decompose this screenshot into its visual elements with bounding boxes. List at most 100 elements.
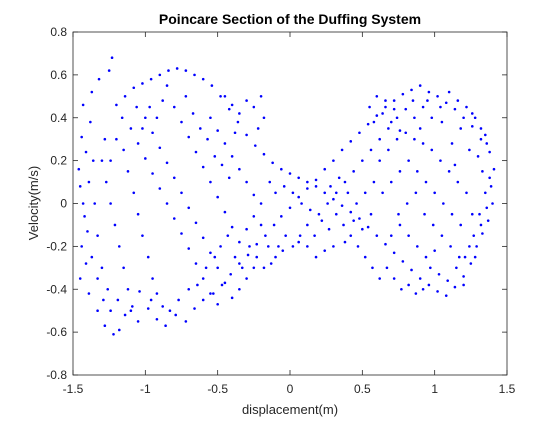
- data-point: [433, 249, 436, 252]
- data-point: [91, 159, 95, 162]
- y-tick-labels: -0.8 -0.6 -0.4 -0.2 0 0.2 0.4 0.6 0.8: [46, 25, 67, 382]
- data-points: [77, 56, 496, 336]
- data-point: [245, 180, 248, 184]
- data-point: [201, 77, 205, 81]
- data-point: [199, 127, 202, 130]
- data-point: [210, 84, 214, 87]
- data-point: [478, 212, 481, 216]
- data-point: [184, 69, 188, 72]
- data-point: [387, 127, 390, 130]
- data-point: [306, 245, 309, 248]
- data-point: [262, 266, 266, 270]
- y-tick-label: -0.6: [46, 325, 67, 339]
- data-point: [223, 95, 227, 98]
- data-point: [418, 127, 422, 130]
- data-point: [416, 170, 419, 173]
- data-point: [414, 191, 418, 195]
- data-point: [206, 137, 209, 141]
- data-point: [392, 107, 396, 111]
- data-point: [78, 277, 82, 280]
- data-point: [361, 159, 364, 162]
- data-point: [468, 148, 471, 152]
- data-point: [196, 283, 199, 287]
- data-point: [238, 262, 241, 265]
- data-point: [297, 240, 300, 244]
- data-point: [155, 292, 159, 295]
- data-point: [291, 191, 295, 195]
- data-point: [220, 163, 224, 167]
- data-point: [489, 185, 493, 188]
- data-point: [78, 185, 82, 188]
- data-point: [164, 324, 167, 327]
- data-point: [84, 262, 88, 265]
- data-point: [470, 125, 474, 128]
- data-point: [168, 309, 172, 312]
- data-point: [473, 255, 477, 259]
- data-point: [201, 165, 205, 169]
- data-point: [291, 245, 295, 248]
- data-point: [343, 180, 347, 184]
- data-point: [172, 176, 176, 180]
- data-point: [437, 272, 441, 276]
- data-point: [436, 290, 439, 293]
- data-point: [378, 159, 381, 162]
- data-point: [297, 195, 300, 199]
- y-tick-label: -0.4: [46, 282, 67, 296]
- data-point: [470, 212, 474, 216]
- data-point: [129, 127, 133, 130]
- data-point: [277, 245, 280, 248]
- data-point: [80, 135, 83, 139]
- x-tick-label: -1.5: [63, 382, 84, 396]
- data-point: [165, 84, 169, 87]
- data-point: [194, 262, 198, 265]
- data-point: [223, 210, 227, 214]
- data-point: [308, 208, 312, 212]
- data-point: [233, 255, 237, 259]
- data-point: [238, 112, 241, 115]
- data-point: [427, 283, 431, 287]
- data-point: [123, 95, 127, 98]
- data-point: [209, 180, 212, 184]
- data-point: [245, 277, 248, 280]
- data-point: [389, 180, 393, 184]
- data-point: [431, 223, 435, 227]
- data-point: [358, 131, 361, 135]
- data-point: [366, 122, 370, 126]
- data-point: [86, 230, 89, 233]
- data-point: [238, 287, 241, 291]
- data-point: [381, 191, 384, 195]
- data-point: [87, 180, 91, 184]
- data-point: [209, 292, 212, 295]
- data-point: [375, 234, 379, 237]
- y-tick-label: 0.6: [50, 68, 67, 82]
- data-point: [349, 210, 353, 214]
- data-point: [120, 116, 124, 120]
- data-point: [141, 127, 144, 130]
- data-point: [446, 279, 449, 282]
- data-point: [87, 292, 91, 295]
- data-point: [117, 328, 121, 332]
- data-point: [349, 234, 353, 237]
- data-point: [155, 317, 159, 321]
- data-point: [343, 240, 347, 244]
- data-point: [165, 161, 169, 165]
- data-point: [132, 86, 136, 90]
- data-point: [485, 206, 489, 210]
- data-point: [421, 105, 425, 109]
- data-point: [167, 69, 170, 72]
- data-point: [184, 95, 188, 98]
- data-point: [410, 268, 413, 272]
- data-point: [306, 180, 309, 184]
- data-point: [465, 191, 468, 195]
- data-point: [209, 116, 212, 120]
- data-point: [397, 212, 400, 216]
- data-point: [349, 140, 353, 143]
- data-point: [449, 245, 452, 248]
- data-point: [201, 298, 205, 302]
- data-point: [274, 191, 277, 195]
- data-point: [213, 255, 217, 259]
- data-point: [352, 170, 355, 173]
- data-point: [411, 99, 415, 102]
- data-point: [371, 266, 374, 270]
